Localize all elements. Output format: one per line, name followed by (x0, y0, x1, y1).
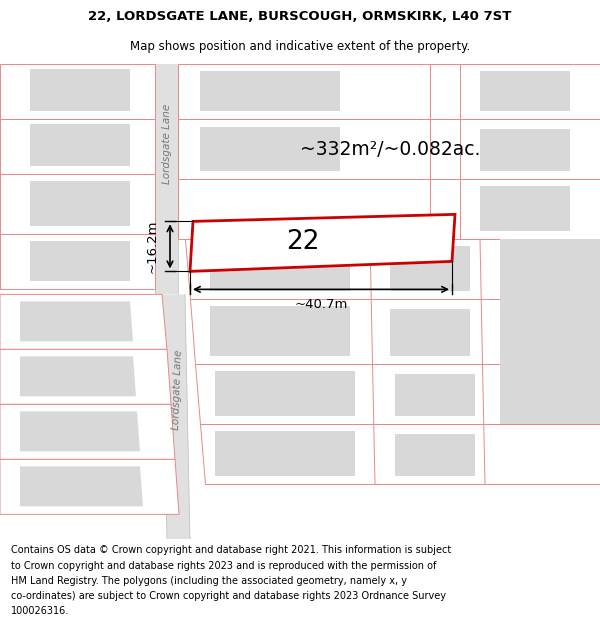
Polygon shape (190, 299, 600, 364)
Polygon shape (390, 246, 470, 291)
Polygon shape (0, 349, 171, 404)
Polygon shape (30, 69, 130, 111)
Text: 100026316.: 100026316. (11, 606, 69, 616)
Polygon shape (0, 459, 179, 514)
Polygon shape (480, 129, 570, 171)
Text: to Crown copyright and database rights 2023 and is reproduced with the permissio: to Crown copyright and database rights 2… (11, 561, 436, 571)
Polygon shape (0, 174, 155, 234)
Text: ~332m²/~0.082ac.: ~332m²/~0.082ac. (300, 140, 480, 159)
Polygon shape (0, 404, 175, 459)
Polygon shape (200, 71, 340, 111)
Polygon shape (395, 434, 475, 476)
Text: Map shows position and indicative extent of the property.: Map shows position and indicative extent… (130, 40, 470, 53)
Polygon shape (20, 411, 140, 451)
Polygon shape (395, 374, 475, 416)
Polygon shape (0, 119, 155, 174)
Text: ~16.2m: ~16.2m (146, 219, 158, 273)
Text: Lordsgate Lane: Lordsgate Lane (162, 104, 172, 184)
Polygon shape (30, 181, 130, 226)
Polygon shape (215, 371, 355, 416)
Polygon shape (178, 64, 600, 119)
Text: 22, LORDSGATE LANE, BURSCOUGH, ORMSKIRK, L40 7ST: 22, LORDSGATE LANE, BURSCOUGH, ORMSKIRK,… (88, 9, 512, 22)
Polygon shape (215, 431, 355, 476)
Polygon shape (30, 241, 130, 281)
Text: HM Land Registry. The polygons (including the associated geometry, namely x, y: HM Land Registry. The polygons (includin… (11, 576, 407, 586)
Polygon shape (20, 356, 136, 396)
Polygon shape (0, 294, 167, 349)
Polygon shape (390, 309, 470, 356)
Polygon shape (20, 466, 143, 506)
Polygon shape (178, 179, 600, 239)
Polygon shape (155, 64, 178, 294)
Polygon shape (30, 124, 130, 166)
Polygon shape (185, 239, 600, 299)
Polygon shape (200, 424, 600, 484)
Polygon shape (20, 301, 133, 341)
Polygon shape (200, 127, 340, 171)
Polygon shape (480, 186, 570, 231)
Text: ~40.7m: ~40.7m (295, 298, 347, 311)
Polygon shape (190, 214, 455, 271)
Text: Contains OS data © Crown copyright and database right 2021. This information is : Contains OS data © Crown copyright and d… (11, 546, 451, 556)
Polygon shape (210, 306, 350, 356)
Polygon shape (0, 64, 155, 119)
Polygon shape (210, 246, 350, 291)
Polygon shape (480, 71, 570, 111)
Text: Lordsgate Lane: Lordsgate Lane (170, 349, 184, 429)
Polygon shape (162, 294, 190, 539)
Polygon shape (195, 364, 600, 424)
Polygon shape (178, 119, 600, 179)
Polygon shape (500, 239, 600, 424)
Text: 22: 22 (286, 229, 319, 255)
Polygon shape (0, 234, 155, 289)
Text: co-ordinates) are subject to Crown copyright and database rights 2023 Ordnance S: co-ordinates) are subject to Crown copyr… (11, 591, 446, 601)
